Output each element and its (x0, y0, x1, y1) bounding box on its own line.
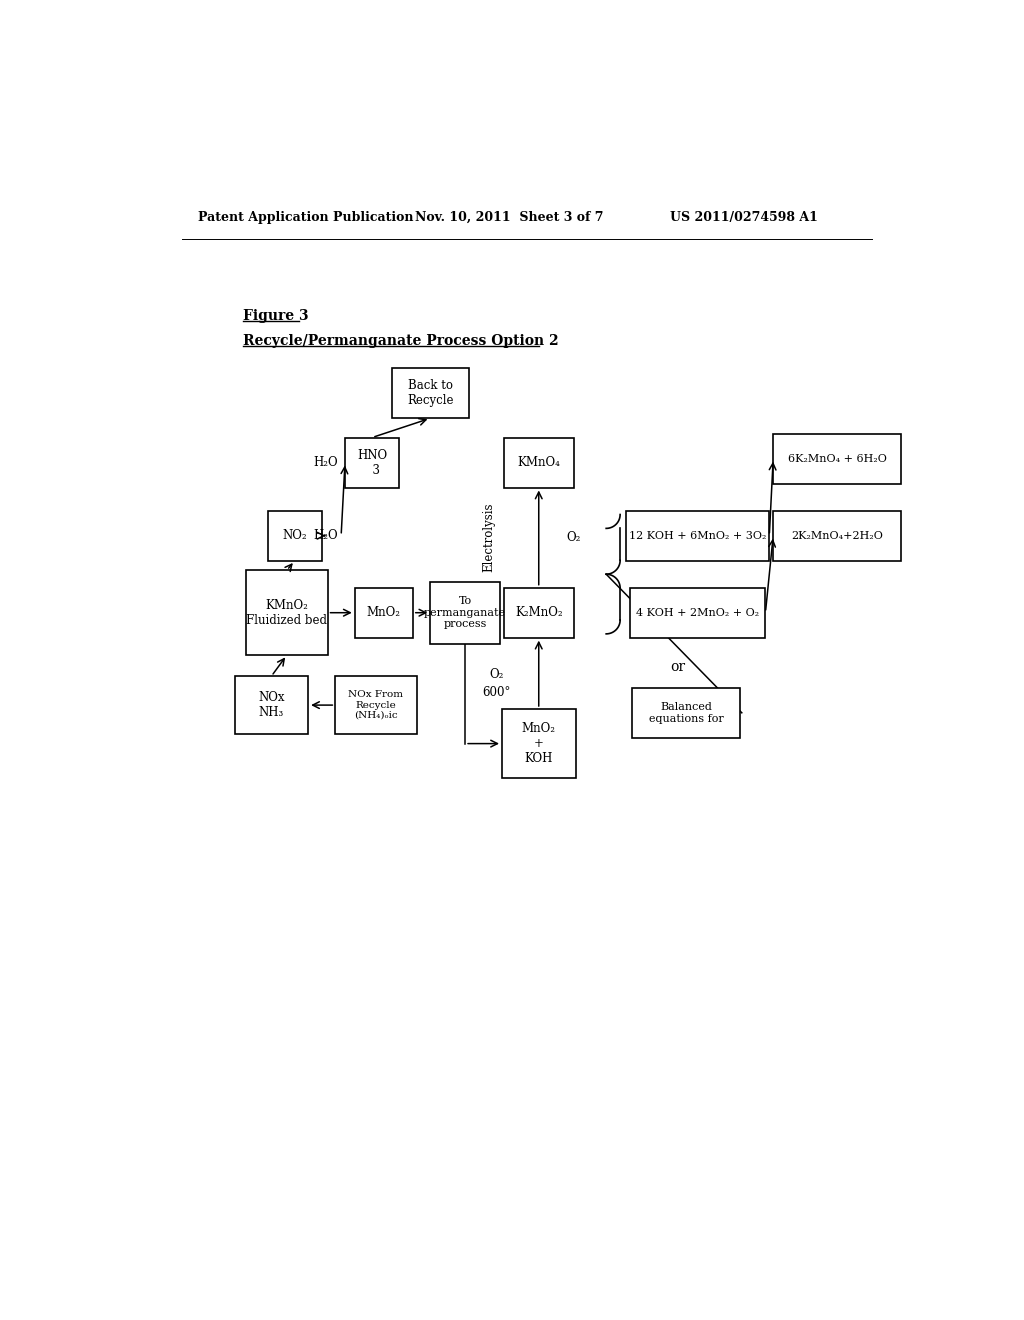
Text: NO₂: NO₂ (283, 529, 307, 543)
Text: Recycle/Permanganate Process Option 2: Recycle/Permanganate Process Option 2 (243, 334, 558, 348)
Bar (267, 511, 322, 561)
Text: Balanced
equations for: Balanced equations for (648, 702, 723, 723)
Text: KMnO₄: KMnO₄ (517, 455, 560, 469)
Bar (630, 587, 765, 638)
Text: or: or (671, 660, 686, 673)
Bar (345, 437, 399, 487)
Text: Nov. 10, 2011  Sheet 3 of 7: Nov. 10, 2011 Sheet 3 of 7 (415, 211, 603, 224)
Text: KMnO₂
Fluidized bed: KMnO₂ Fluidized bed (247, 599, 328, 627)
Text: 2K₂MnO₄+2H₂O: 2K₂MnO₄+2H₂O (792, 531, 883, 541)
Text: HNO
  3: HNO 3 (357, 449, 387, 477)
Text: Figure 3: Figure 3 (243, 309, 308, 322)
Bar (626, 511, 769, 561)
Text: Electrolysis: Electrolysis (482, 503, 495, 573)
Text: 6K₂MnO₄ + 6H₂O: 6K₂MnO₄ + 6H₂O (787, 454, 887, 463)
Bar (354, 587, 413, 638)
Text: O₂: O₂ (488, 668, 504, 681)
Text: Patent Application Publication: Patent Application Publication (198, 211, 414, 224)
Bar (632, 688, 740, 738)
Bar (773, 434, 901, 483)
Text: O₂: O₂ (566, 531, 581, 544)
Text: MnO₂
+
KOH: MnO₂ + KOH (522, 722, 556, 766)
Text: H₂O: H₂O (313, 455, 338, 469)
Text: 12 KOH + 6MnO₂ + 3O₂: 12 KOH + 6MnO₂ + 3O₂ (629, 531, 766, 541)
Text: K₂MnO₂: K₂MnO₂ (515, 606, 562, 619)
Text: Back to
Recycle: Back to Recycle (407, 379, 454, 408)
Text: 600°: 600° (482, 685, 510, 698)
Bar (335, 676, 417, 734)
Text: H₂O: H₂O (313, 529, 338, 543)
Text: US 2011/0274598 A1: US 2011/0274598 A1 (671, 211, 818, 224)
Bar (391, 368, 469, 418)
Text: MnO₂: MnO₂ (367, 606, 400, 619)
Text: NOx
NH₃: NOx NH₃ (258, 692, 285, 719)
Bar (234, 676, 308, 734)
Text: To
permanganate
process: To permanganate process (424, 597, 506, 630)
Bar (504, 437, 573, 487)
Bar (502, 709, 575, 779)
Bar (773, 511, 901, 561)
Bar (430, 582, 500, 644)
Bar (246, 570, 328, 655)
Bar (504, 587, 573, 638)
Text: 4 KOH + 2MnO₂ + O₂: 4 KOH + 2MnO₂ + O₂ (636, 607, 759, 618)
Text: NOx From
Recycle
(NH₄)ₒic: NOx From Recycle (NH₄)ₒic (348, 690, 403, 719)
